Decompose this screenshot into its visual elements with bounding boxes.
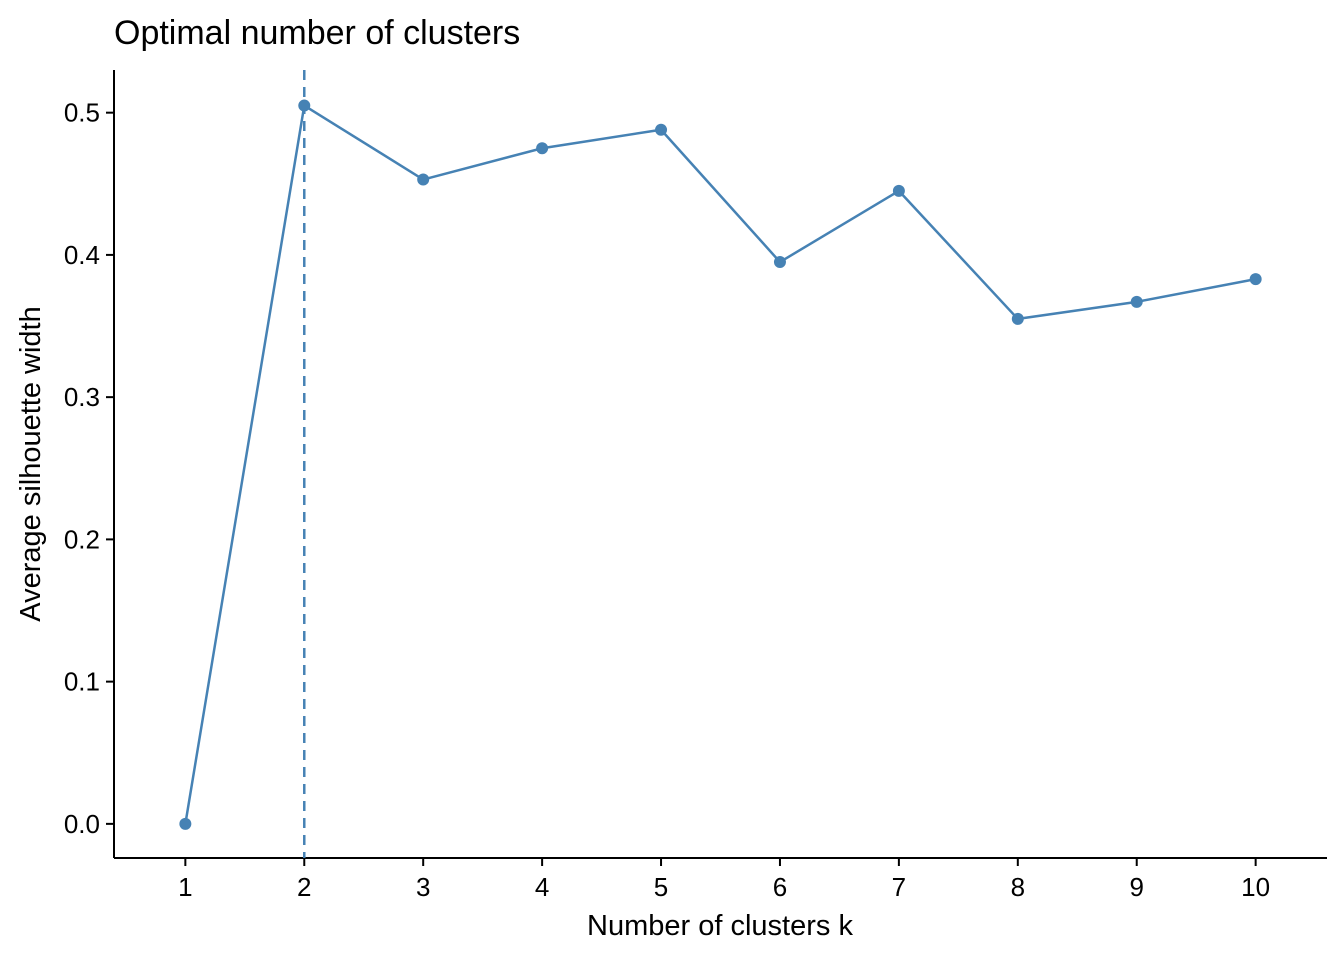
y-tick-label: 0.1 [64, 667, 100, 697]
x-tick-label: 3 [416, 872, 430, 902]
data-point [1249, 273, 1262, 286]
data-point [179, 817, 192, 830]
y-tick-label: 0.3 [64, 382, 100, 412]
x-tick-label: 10 [1241, 872, 1270, 902]
y-tick-label: 0.0 [64, 809, 100, 839]
chart-title: Optimal number of clusters [114, 14, 520, 52]
x-axis-label: Number of clusters k [587, 910, 853, 942]
data-point [536, 142, 549, 155]
data-point [1011, 312, 1024, 325]
x-tick-label: 2 [297, 872, 311, 902]
y-tick-label: 0.4 [64, 240, 100, 270]
data-point [655, 123, 668, 136]
x-tick-label: 4 [535, 872, 549, 902]
x-tick-label: 8 [1011, 872, 1025, 902]
data-point [773, 256, 786, 269]
data-point [417, 173, 430, 186]
x-tick-label: 5 [654, 872, 668, 902]
data-point [892, 184, 905, 197]
x-tick-label: 7 [892, 872, 906, 902]
y-tick-label: 0.5 [64, 98, 100, 128]
x-tick-label: 9 [1129, 872, 1143, 902]
y-tick-label: 0.2 [64, 524, 100, 554]
x-tick-label: 1 [178, 872, 192, 902]
series-line [184, 103, 1256, 825]
data-point [298, 99, 311, 112]
y-axis-label: Average silhouette width [15, 306, 47, 621]
data-point [1130, 295, 1143, 308]
x-tick-label: 6 [773, 872, 787, 902]
